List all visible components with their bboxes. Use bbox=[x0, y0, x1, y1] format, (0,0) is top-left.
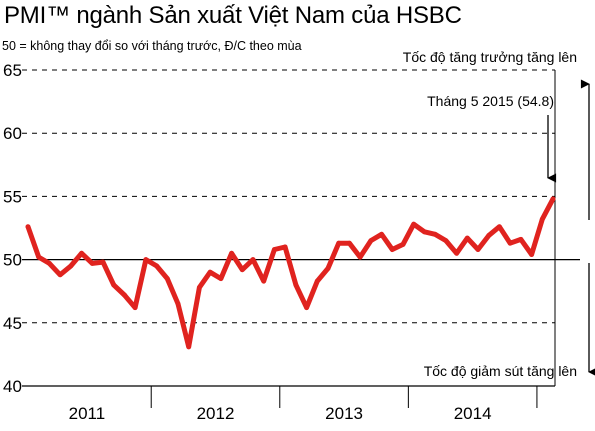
y-tick-label: 55 bbox=[3, 187, 22, 206]
data-point bbox=[518, 236, 524, 242]
data-point bbox=[229, 250, 234, 256]
x-tick-label: 2011 bbox=[69, 404, 106, 423]
data-point bbox=[497, 224, 502, 230]
data-point bbox=[207, 269, 213, 275]
data-point bbox=[454, 250, 459, 256]
data-point bbox=[422, 229, 427, 235]
data-point bbox=[132, 305, 138, 311]
data-point bbox=[272, 247, 277, 252]
data-point bbox=[143, 257, 149, 262]
data-point bbox=[197, 285, 202, 290]
data-point bbox=[389, 247, 395, 252]
data-point bbox=[218, 276, 224, 281]
data-point bbox=[293, 282, 299, 288]
data-point bbox=[282, 244, 288, 250]
data-point bbox=[79, 250, 84, 256]
data-point bbox=[464, 235, 470, 241]
data-point bbox=[239, 267, 245, 273]
data-point bbox=[250, 257, 256, 262]
x-axis: 2011 2012 2013 2014 bbox=[69, 386, 538, 423]
x-tick-label: 2012 bbox=[197, 404, 235, 423]
decline-annotation: Tốc độ giảm sút tăng lên bbox=[424, 363, 577, 379]
data-point bbox=[507, 240, 513, 246]
chart-subtitle: 50 = không thay đổi so với tháng trước, … bbox=[2, 39, 302, 53]
data-point bbox=[432, 231, 438, 237]
data-point bbox=[36, 254, 42, 260]
data-point bbox=[261, 278, 267, 284]
data-point bbox=[529, 252, 534, 257]
y-axis: 40 45 50 55 60 65 bbox=[3, 61, 22, 396]
data-point bbox=[186, 344, 192, 350]
data-point bbox=[122, 292, 127, 298]
data-point bbox=[100, 259, 106, 265]
data-point bbox=[550, 196, 556, 202]
data-point bbox=[111, 282, 117, 288]
data-point bbox=[57, 272, 63, 278]
data-point bbox=[314, 278, 320, 284]
y-tick-label: 60 bbox=[3, 124, 22, 143]
gridlines bbox=[22, 69, 580, 324]
data-point bbox=[357, 254, 363, 260]
data-point bbox=[175, 301, 181, 307]
data-point bbox=[443, 238, 449, 244]
data-point bbox=[347, 240, 352, 246]
series-points bbox=[25, 196, 556, 350]
latest-value-annotation: Tháng 5 2015 (54.8) bbox=[427, 93, 554, 109]
chart-title: PMI™ ngành Sản xuất Việt Nam của HSBC bbox=[4, 2, 462, 29]
y-tick-label: 65 bbox=[3, 61, 22, 80]
data-point bbox=[539, 216, 545, 222]
x-tick-label: 2014 bbox=[454, 404, 492, 423]
data-point bbox=[47, 260, 52, 266]
data-point bbox=[304, 305, 309, 311]
pmi-series-line bbox=[25, 196, 556, 350]
y-tick-label: 45 bbox=[3, 314, 22, 333]
data-point bbox=[68, 263, 74, 269]
data-point bbox=[336, 240, 342, 246]
y-tick-label: 40 bbox=[3, 377, 22, 396]
growth-annotation: Tốc độ tăng trưởng tăng lên bbox=[403, 49, 577, 65]
data-point bbox=[400, 242, 406, 247]
data-point bbox=[89, 260, 95, 266]
data-point bbox=[154, 263, 159, 269]
data-point bbox=[325, 266, 331, 271]
data-point bbox=[411, 221, 417, 227]
y-tick-label: 50 bbox=[3, 251, 22, 270]
x-tick-label: 2013 bbox=[325, 404, 363, 423]
data-point bbox=[486, 233, 492, 238]
data-point bbox=[164, 276, 170, 281]
data-point bbox=[368, 238, 374, 244]
data-point bbox=[379, 231, 384, 237]
data-point bbox=[475, 247, 481, 252]
data-point bbox=[25, 224, 31, 230]
